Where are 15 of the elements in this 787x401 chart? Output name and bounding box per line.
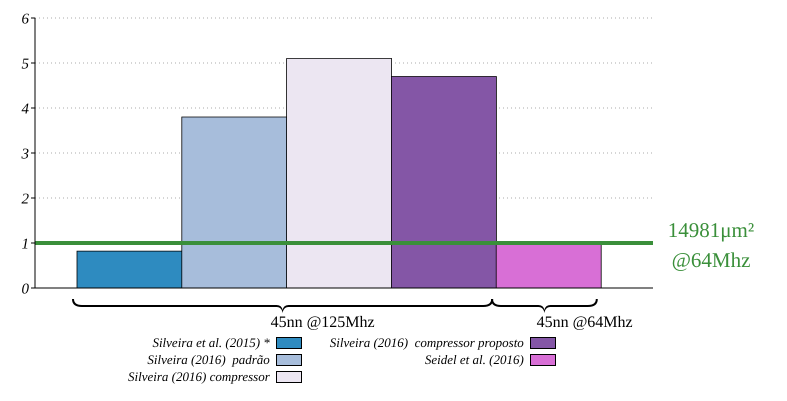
legend-label: Silveira (2016) padrão	[147, 352, 270, 368]
y-tick-label: 0	[22, 281, 30, 298]
legend-label: Silveira (2016) compressor proposto	[330, 334, 524, 350]
y-tick-label: 1	[22, 236, 29, 252]
y-tick-label: 4	[22, 101, 30, 118]
y-tick-label: 2	[22, 191, 30, 208]
y-tick-label: 6	[22, 11, 30, 28]
y-tick-label: 5	[22, 56, 30, 72]
legend-label: Seidel et al. (2016)	[424, 352, 524, 368]
text: 45nn @64Mhz	[536, 314, 633, 332]
ref-line-label: 14981μm² @64Mhz	[668, 218, 754, 272]
text: 45nn @125Mhz	[270, 314, 375, 332]
y-tick-label: 3	[20, 146, 29, 162]
legend-label: Silveira et al. (2015) *	[152, 334, 270, 350]
legend-label: Silveira (2016) compressor	[128, 368, 270, 384]
